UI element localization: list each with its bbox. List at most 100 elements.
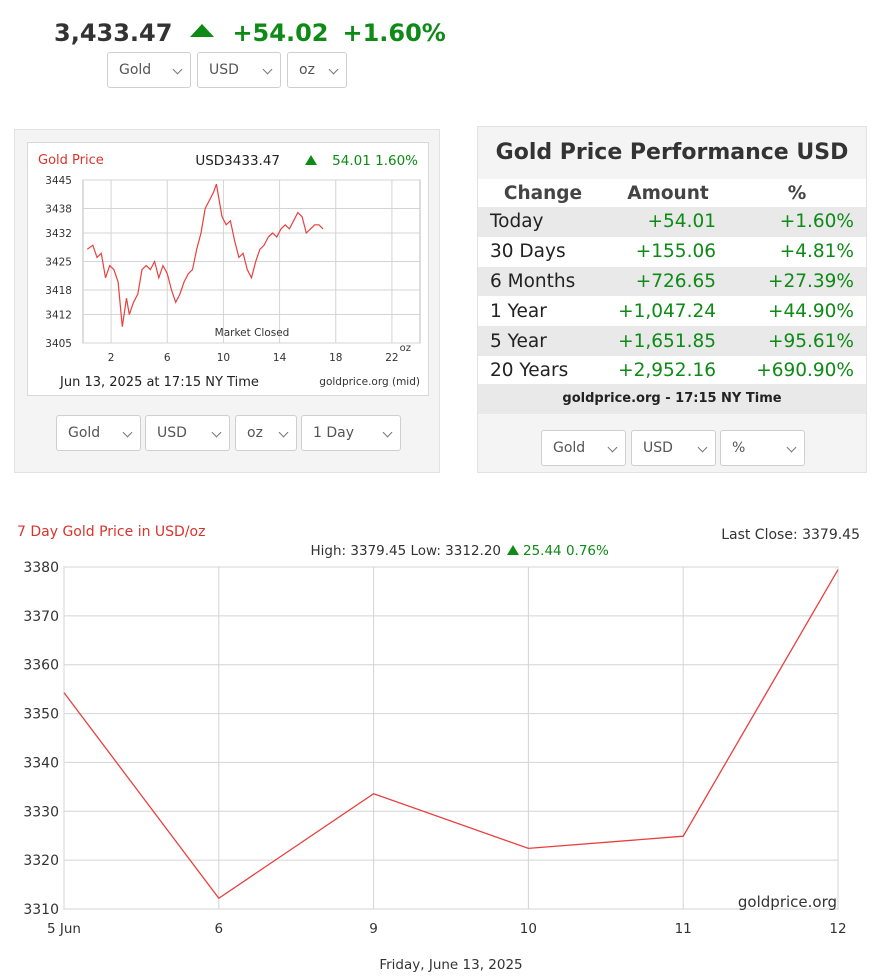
chart-currency-select[interactable]: USD: [145, 415, 230, 451]
chart-timestamp: Jun 13, 2025 at 17:15 NY Time: [59, 375, 259, 390]
chevron-down-icon: [607, 442, 618, 453]
intraday-series-line: [86, 183, 324, 327]
seven-day-title: 7 Day Gold Price in USD/oz: [17, 524, 205, 540]
perf-currency-select[interactable]: USD: [631, 430, 716, 466]
perf-metal-select[interactable]: Gold: [541, 430, 626, 466]
row-amount: +726.65: [608, 266, 728, 297]
y-tick-label: 3432: [45, 228, 72, 240]
y-tick-label: 3350: [23, 707, 59, 723]
chart-currency-select-value: USD: [157, 425, 187, 441]
chevron-down-icon: [328, 64, 339, 75]
market-status: Market Closed: [215, 327, 290, 339]
table-row: Today +54.01 +1.60%: [478, 207, 866, 237]
watermark: goldprice.org: [738, 893, 837, 911]
seven-day-date: Friday, June 13, 2025: [379, 957, 522, 973]
chart-metal-select-value: Gold: [68, 425, 101, 441]
chevron-down-icon: [122, 427, 133, 438]
chart-metal-select[interactable]: Gold: [56, 415, 141, 451]
price-ticker: 3,433.47 +54.02 +1.60%: [54, 16, 446, 50]
row-amount: +54.01: [608, 207, 728, 237]
perf-mode-select[interactable]: %: [720, 430, 805, 466]
seven-day-chart: 7 Day Gold Price in USD/oz Last Close: 3…: [17, 524, 860, 973]
y-tick-label: 3405: [45, 338, 72, 350]
performance-panel: Gold Price Performance USD Change Amount…: [477, 126, 867, 473]
y-tick-label: 3340: [23, 755, 59, 771]
mini-chart-title: Gold Price: [38, 153, 104, 168]
y-tick-label: 3418: [45, 285, 72, 297]
header-percent: %: [728, 179, 866, 207]
chevron-down-icon: [786, 442, 797, 453]
plot-frame: [63, 566, 839, 910]
chevron-down-icon: [278, 427, 289, 438]
chevron-down-icon: [172, 64, 183, 75]
y-tick-label: 3425: [45, 257, 72, 269]
y-tick-label: 3412: [45, 309, 72, 321]
seven-day-series-line: [63, 569, 839, 900]
current-price: 3,433.47: [54, 19, 173, 47]
metal-select-value: Gold: [119, 62, 152, 78]
currency-select-value: USD: [209, 62, 239, 78]
performance-footer: goldprice.org - 17:15 NY Time: [478, 384, 866, 414]
seven-day-summary: High: 3379.45 Low: 3312.20: [311, 543, 502, 559]
row-amount: +1,047.24: [608, 296, 728, 327]
row-amount: +1,651.85: [608, 326, 728, 356]
performance-title: Gold Price Performance USD: [478, 127, 866, 179]
price-change-percent: +1.60%: [342, 19, 446, 47]
x-tick-label: 10: [217, 352, 230, 364]
row-label: 30 Days: [478, 236, 608, 267]
perf-mode-select-value: %: [732, 440, 746, 456]
mini-chart-quote: USD3433.47: [195, 153, 280, 169]
up-arrow-icon: [190, 23, 215, 37]
x-tick-label: 2: [108, 352, 115, 364]
unit-select-value: oz: [299, 62, 315, 78]
row-percent: +4.81%: [728, 236, 866, 267]
x-tick-label: 9: [369, 921, 378, 937]
intraday-chart-panel: Gold Price USD3433.47 54.01 1.60% 3405 34…: [14, 129, 440, 473]
chart-source: goldprice.org (mid): [319, 376, 420, 388]
x-tick-label: 18: [329, 352, 342, 364]
x-tick-label: 6: [215, 921, 224, 937]
x-tick-label: 14: [273, 352, 287, 364]
chart-range-select-value: 1 Day: [313, 425, 355, 441]
chart-range-select[interactable]: 1 Day: [301, 415, 401, 451]
chevron-down-icon: [697, 442, 708, 453]
row-percent: +95.61%: [728, 326, 866, 356]
table-row: 1 Year +1,047.24 +44.90%: [478, 296, 866, 327]
table-row: 20 Years +2,952.16 +690.90%: [478, 355, 866, 386]
up-arrow-icon: [507, 545, 519, 555]
perf-currency-select-value: USD: [643, 440, 673, 456]
y-tick-label: 3380: [23, 560, 59, 576]
mini-chart-change: 54.01 1.60%: [332, 153, 418, 169]
x-tick-label: 12: [829, 921, 846, 937]
chevron-down-icon: [262, 64, 273, 75]
row-percent: +44.90%: [728, 296, 866, 327]
row-amount: +2,952.16: [608, 355, 728, 386]
header-amount: Amount: [608, 179, 728, 207]
metal-select[interactable]: Gold: [107, 52, 191, 88]
perf-metal-select-value: Gold: [553, 440, 586, 456]
table-row: 30 Days +155.06 +4.81%: [478, 236, 866, 267]
unit-label: oz: [400, 343, 411, 354]
intraday-chart: Gold Price USD3433.47 54.01 1.60% 3405 34…: [27, 142, 429, 396]
chevron-down-icon: [382, 427, 393, 438]
intraday-chart-svg: Gold Price USD3433.47 54.01 1.60% 3405 34…: [38, 153, 421, 390]
unit-select[interactable]: oz: [287, 52, 347, 88]
chart-unit-select[interactable]: oz: [235, 415, 297, 451]
row-label: 20 Years: [478, 355, 608, 386]
header-change: Change: [478, 179, 608, 207]
y-tick-label: 3320: [23, 853, 59, 869]
row-label: 6 Months: [478, 266, 608, 297]
row-label: Today: [478, 207, 608, 237]
y-tick-label: 3370: [23, 609, 59, 625]
performance-table: Change Amount % Today +54.01 +1.60% 30 D…: [478, 179, 866, 386]
y-tick-label: 3438: [45, 204, 72, 216]
y-tick-label: 3445: [45, 175, 72, 187]
row-percent: +1.60%: [728, 207, 866, 237]
y-tick-label: 3310: [23, 902, 59, 918]
currency-select[interactable]: USD: [197, 52, 281, 88]
row-percent: +690.90%: [728, 355, 866, 386]
price-change: +54.02: [232, 19, 329, 47]
y-tick-label: 3330: [23, 804, 59, 820]
row-label: 1 Year: [478, 296, 608, 327]
row-percent: +27.39%: [728, 266, 866, 297]
